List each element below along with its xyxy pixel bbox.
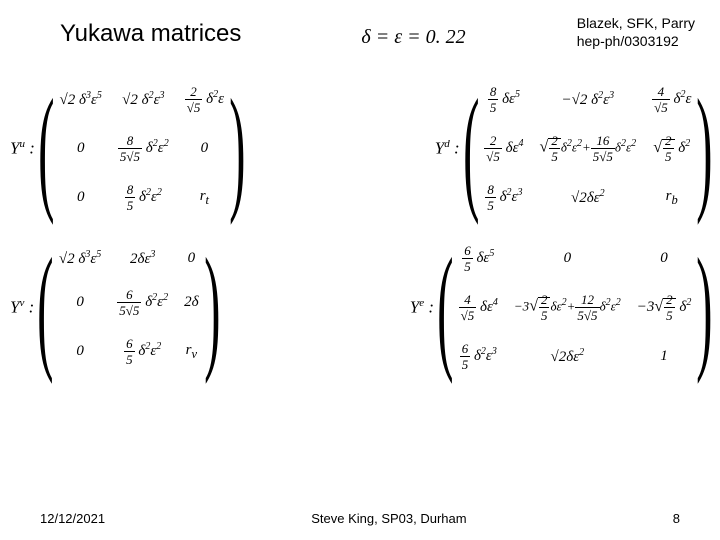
Yd-31: 85 δ2ε3 bbox=[476, 173, 531, 222]
matrix-Yu-label: Yu : bbox=[10, 138, 35, 159]
matrix-Yd: Yd : ( 85 δε5 −√2 δ2ε3 4√5 δ2ε 2√5 δε4 √… bbox=[435, 75, 710, 222]
Ye-22: −3√25δε2+125√5δ2ε2 bbox=[506, 283, 629, 332]
Yu-33: rt bbox=[177, 173, 232, 222]
page-title: Yukawa matrices bbox=[60, 20, 241, 48]
matrix-Ye: Ye : ( 65 δε5 0 0 4√5 δε4 −3√25δε2+125√5… bbox=[410, 234, 710, 381]
matrix-Yu: Yu : ( √2 δ3ε5 √2 δ2ε3 2√5 δ2ε 0 85√5 δ2… bbox=[10, 75, 243, 222]
delta-equation: δ = ε = 0. 22 bbox=[361, 26, 465, 49]
Ye-21: 4√5 δε4 bbox=[451, 283, 506, 332]
Ye-33: 1 bbox=[629, 332, 700, 381]
Yu-12: √2 δ2ε3 bbox=[110, 75, 177, 124]
Yv-33: rν bbox=[176, 327, 206, 376]
Yv-23: 2δ bbox=[176, 278, 206, 327]
matrices-area: Yu : ( √2 δ3ε5 √2 δ2ε3 2√5 δ2ε 0 85√5 δ2… bbox=[0, 75, 720, 381]
matrix-Yv-label: Yν : bbox=[10, 297, 34, 318]
Yu-21: 0 bbox=[52, 124, 110, 173]
Yv-11: √2 δ3ε5 bbox=[51, 239, 109, 278]
Yv-13: 0 bbox=[176, 239, 206, 278]
Ye-32: √2δε2 bbox=[506, 332, 629, 381]
footer-page: 8 bbox=[673, 511, 680, 526]
Ye-31: 65 δ2ε3 bbox=[451, 332, 506, 381]
footer-center: Steve King, SP03, Durham bbox=[311, 511, 466, 526]
Yd-21: 2√5 δε4 bbox=[476, 124, 531, 173]
matrix-Yv: Yν : ( √2 δ3ε5 2δε3 0 0 65√5 δ2ε2 2δ 0 6… bbox=[10, 239, 217, 376]
footer-date: 12/12/2021 bbox=[40, 511, 105, 526]
Yu-23: 0 bbox=[177, 124, 232, 173]
Ye-11: 65 δε5 bbox=[451, 234, 506, 283]
Yu-31: 0 bbox=[52, 173, 110, 222]
Yd-33: rb bbox=[644, 173, 699, 222]
matrix-Yd-label: Yd : bbox=[435, 138, 460, 159]
Yu-32: 85 δ2ε2 bbox=[110, 173, 177, 222]
footer: 12/12/2021 Steve King, SP03, Durham 8 bbox=[0, 511, 720, 526]
Ye-13: 0 bbox=[629, 234, 700, 283]
Yd-11: 85 δε5 bbox=[476, 75, 531, 124]
Yv-21: 0 bbox=[51, 278, 109, 327]
matrix-Ye-label: Ye : bbox=[410, 297, 434, 318]
citation-authors: Blazek, SFK, Parry bbox=[577, 14, 695, 32]
Yd-32: √2δε2 bbox=[532, 173, 645, 222]
Ye-12: 0 bbox=[506, 234, 629, 283]
Yu-13: 2√5 δ2ε bbox=[177, 75, 232, 124]
citation: Blazek, SFK, Parry hep-ph/0303192 bbox=[577, 14, 695, 50]
Yv-31: 0 bbox=[51, 327, 109, 376]
Yv-32: 65 δ2ε2 bbox=[109, 327, 176, 376]
Yd-22: √25δ2ε2+165√5δ2ε2 bbox=[532, 124, 645, 173]
Yu-11: √2 δ3ε5 bbox=[52, 75, 110, 124]
Yv-22: 65√5 δ2ε2 bbox=[109, 278, 176, 327]
Yd-12: −√2 δ2ε3 bbox=[532, 75, 645, 124]
Yu-22: 85√5 δ2ε2 bbox=[110, 124, 177, 173]
citation-ref: hep-ph/0303192 bbox=[577, 32, 695, 50]
Yd-23: √25 δ2 bbox=[644, 124, 699, 173]
Yd-13: 4√5 δ2ε bbox=[644, 75, 699, 124]
Yv-12: 2δε3 bbox=[109, 239, 176, 278]
Ye-23: −3√25 δ2 bbox=[629, 283, 700, 332]
